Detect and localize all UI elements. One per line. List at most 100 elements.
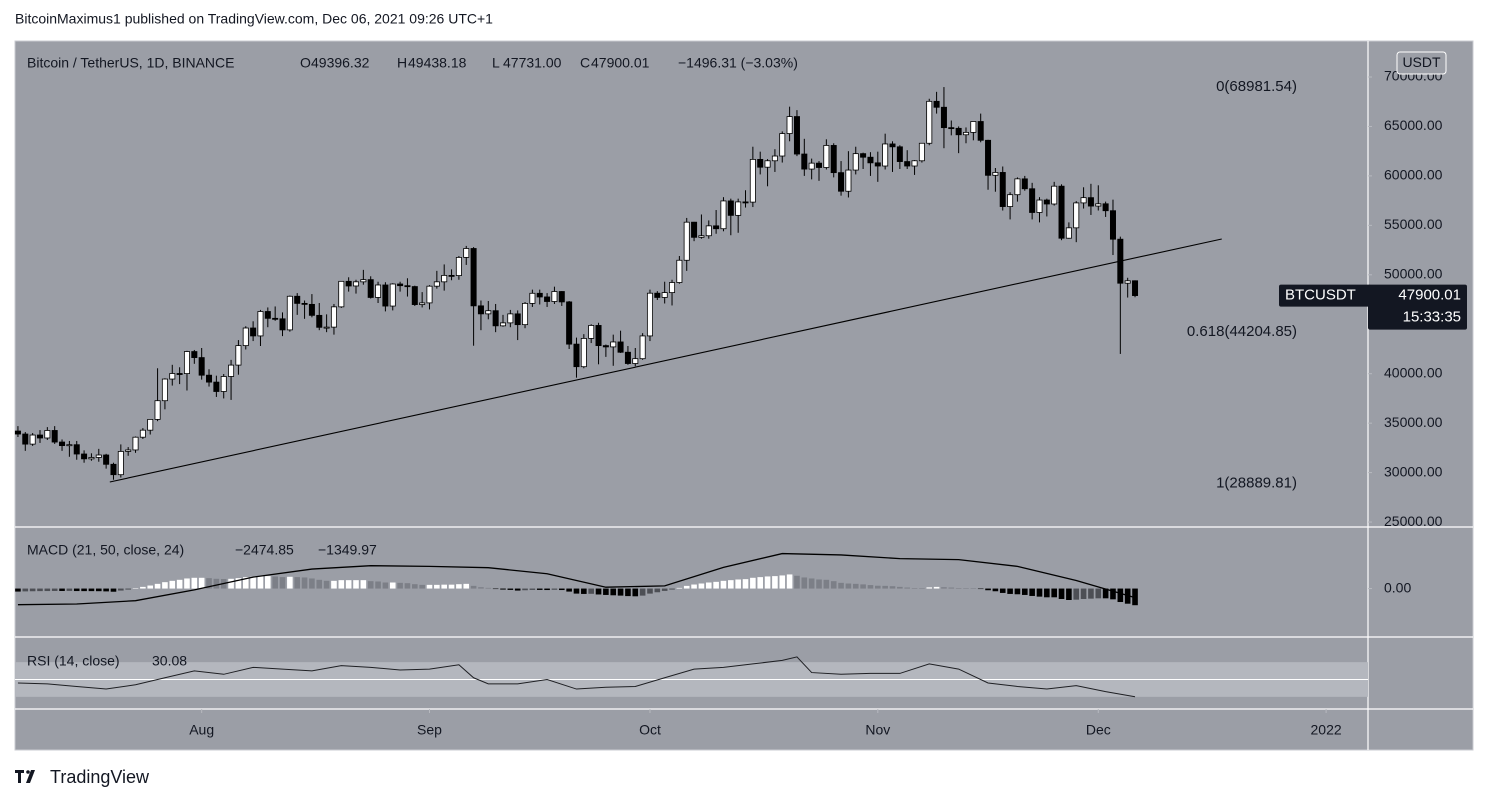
y-tick-label: 55000.00 [1384,216,1443,232]
y-tick-label: 65000.00 [1384,117,1443,133]
macd-histogram-bar [566,588,572,592]
candle-body [940,106,947,129]
candle-body [433,281,440,287]
macd-histogram-bar [514,588,521,591]
macd-histogram-bar [977,588,984,590]
legend-key: L [492,55,500,71]
candle-body [845,169,852,192]
candle-body [330,306,337,328]
macd-histogram-bar [801,577,808,589]
macd-histogram-bar [617,588,624,596]
candle-body [522,302,529,326]
macd-histogram-bar [625,588,631,597]
macd-histogram-bar [661,588,668,591]
candle-body [691,221,698,238]
candle-body [654,292,661,298]
x-tick-label: Oct [639,722,661,738]
macd-histogram-bar [904,587,911,589]
macd-histogram-bar [639,588,646,596]
macd-histogram-bar [860,584,866,589]
candle-body [448,274,455,277]
candle-body [485,310,492,315]
macd-histogram-bar [162,582,168,589]
macd-value: −1349.97 [318,542,377,558]
macd-histogram-bar [882,585,888,589]
macd-histogram-bar [272,576,278,589]
trendline [109,238,1222,483]
macd-histogram-bar [485,587,492,589]
candle-body [757,158,764,168]
candle-body [360,279,367,283]
candle-body [1021,178,1028,190]
macd-histogram-bar [110,588,117,592]
macd-histogram-bar [206,578,212,589]
candle-body [213,381,220,392]
macd-histogram-bar [963,588,969,589]
macd-histogram-bar [728,580,734,589]
y-tick-label: 50000.00 [1384,266,1443,282]
candle-body [132,436,139,451]
symbol-tag-box [1279,284,1371,307]
candle-body [882,143,889,167]
macd-histogram-bar [1036,588,1043,597]
candle-body [419,302,426,305]
macd-histogram-bar [132,588,139,589]
macd-histogram-bar [595,588,602,595]
macd-histogram-bar [845,583,852,589]
candle-body [566,301,573,345]
macd-histogram-bar [360,580,367,589]
countdown: 15:33:35 [1403,309,1461,326]
candle-body [397,283,404,287]
currency-label: USDT [1402,54,1441,70]
macd-histogram-bar [59,588,65,591]
macd-histogram-bar [867,585,874,589]
macd-histogram-bar [875,585,881,589]
macd-histogram-bar [911,588,918,589]
macd-histogram-bar [691,584,697,589]
macd-line [17,552,1136,606]
macd-histogram-bar [250,576,256,589]
candle-body [544,296,551,302]
candle-body [661,292,668,298]
macd-histogram-bar [375,581,381,589]
candle-body [228,364,235,377]
logo-dot [26,770,30,774]
last-price: 47900.01 [1398,287,1461,304]
legend-value: 47731.00 [503,55,562,71]
symbol-tag: BTCUSDT [1285,287,1356,304]
candle-body [1051,185,1058,205]
y-tick-label: 60000.00 [1384,167,1443,183]
macd-histogram-bar [522,588,528,591]
macd-histogram-bar [242,577,249,589]
candle-body [29,434,36,445]
candle-body [22,433,29,445]
macd-histogram-bar [985,588,991,591]
candle-body [529,292,536,304]
macd-histogram-bar [786,574,793,589]
last-price-box [1368,284,1467,330]
candle-body [1095,203,1102,207]
macd-histogram-bar [1080,588,1087,599]
candle-body [786,116,793,134]
macd-histogram-bar [279,577,286,589]
candle-body [977,121,984,141]
macd-histogram-bar [1095,588,1102,599]
macd-histogram-bar [169,580,176,589]
macd-histogram-bar [448,584,455,589]
candle-body [286,295,293,331]
macd-histogram-bar [29,588,36,592]
macd-histogram-bar [1051,588,1057,598]
candle-body [610,341,617,348]
candle-body [860,153,867,158]
candle-body [250,327,257,337]
candle-body [713,225,720,230]
rsi-title: RSI (14, close) [27,653,120,669]
macd-histogram-bar [742,579,749,589]
macd-histogram-bar [463,583,470,589]
macd-histogram-bar [999,588,1006,593]
macd-histogram-bar [338,580,345,589]
macd-histogram-bar [103,588,109,592]
candle-body [242,327,249,347]
logo-mark [26,770,35,783]
